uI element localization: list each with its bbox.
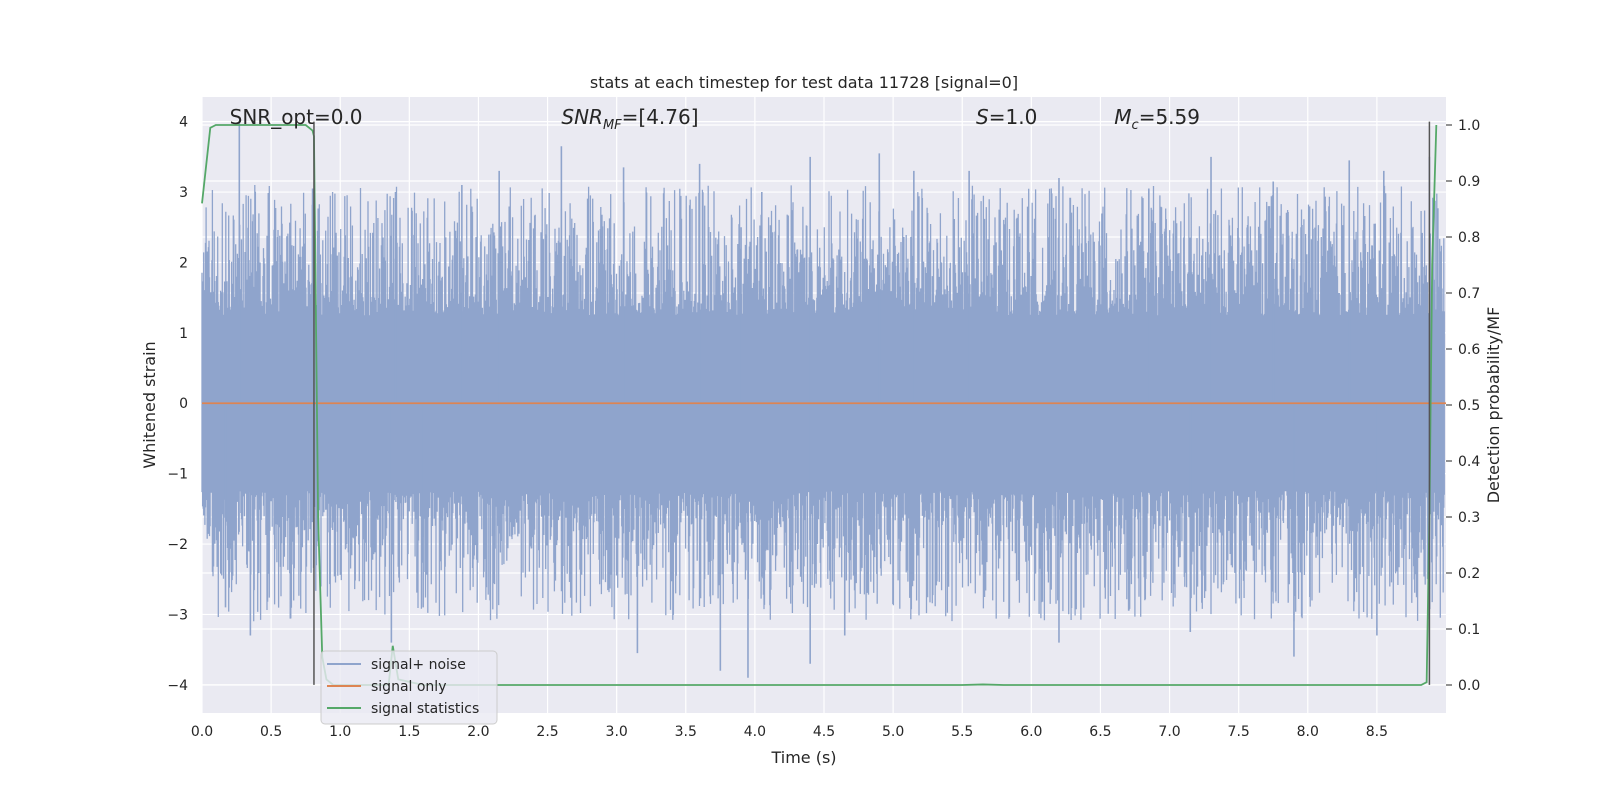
y2-tick-label: 0.3 bbox=[1458, 510, 1480, 526]
annotations: SNR_opt=0.0 SNRMF=[4.76] S=1.0 Mc=5.59 bbox=[230, 105, 1200, 133]
stat-annotation: SNR_opt=0.0 bbox=[230, 105, 363, 129]
x-tick-label: 6.0 bbox=[1020, 724, 1042, 740]
y-axis-label: Whitened strain bbox=[140, 341, 159, 468]
y2-tick-label: 0.0 bbox=[1458, 678, 1480, 694]
y2-tick-label: 0.7 bbox=[1458, 286, 1480, 302]
x-tick-label: 0.5 bbox=[260, 724, 282, 740]
x-tick-label: 2.5 bbox=[536, 724, 558, 740]
legend-label-signal-statistics: signal statistics bbox=[371, 701, 479, 717]
x-tick-label: 6.5 bbox=[1089, 724, 1111, 740]
y-tick-label: 0 bbox=[179, 396, 188, 412]
x-tick-label: 7.5 bbox=[1228, 724, 1250, 740]
y2-axis-ticks: 0.0 0.1 0.2 0.3 0.4 0.5 0.6 0.7 0.8 0.9 1.0 bbox=[1446, 118, 1480, 694]
noise-lower-band bbox=[201, 403, 1445, 622]
y2-tick-label: 0.5 bbox=[1458, 398, 1480, 414]
y-tick-label: −2 bbox=[167, 537, 188, 553]
y2-tick-label: 0.1 bbox=[1458, 622, 1480, 638]
y-axis-ticks: −4 −3 −2 −1 0 1 2 3 4 bbox=[167, 115, 188, 694]
chart-title: stats at each timestep for test data 117… bbox=[590, 73, 1018, 92]
x-tick-label: 1.0 bbox=[329, 724, 351, 740]
y-tick-label: −3 bbox=[167, 607, 188, 623]
x-tick-label: 7.0 bbox=[1158, 724, 1180, 740]
x-tick-label: 4.5 bbox=[813, 724, 835, 740]
vertical-markers bbox=[313, 121, 1431, 685]
x-tick-label: 3.0 bbox=[606, 724, 628, 740]
y2-tick-label: 0.4 bbox=[1458, 454, 1480, 470]
x-axis-label: Time (s) bbox=[770, 748, 836, 767]
x-tick-label: 5.0 bbox=[882, 724, 904, 740]
x-tick-label: 2.0 bbox=[467, 724, 489, 740]
legend-label-signal-plus-noise: signal+ noise bbox=[371, 657, 466, 673]
y-tick-label: −1 bbox=[167, 467, 188, 483]
x-tick-label: 3.5 bbox=[675, 724, 697, 740]
x-tick-label: 1.5 bbox=[398, 724, 420, 740]
x-tick-label: 0.0 bbox=[191, 724, 213, 740]
y2-tick-label: 1.0 bbox=[1458, 118, 1480, 134]
y-tick-label: 1 bbox=[179, 326, 188, 342]
x-tick-label: 4.0 bbox=[744, 724, 766, 740]
y-tick-label: −4 bbox=[167, 678, 188, 694]
stat-annotation: Mc=5.59 bbox=[1114, 105, 1200, 133]
y2-tick-label: 0.8 bbox=[1458, 230, 1480, 246]
stat-annotation: S=1.0 bbox=[976, 105, 1037, 129]
noise-upper-band bbox=[201, 185, 1445, 404]
y-tick-label: 2 bbox=[179, 255, 188, 271]
y2-axis-label: Detection probability/MF bbox=[1484, 307, 1503, 504]
x-tick-label: 5.5 bbox=[951, 724, 973, 740]
y-tick-label: 4 bbox=[179, 115, 188, 131]
legend-label-signal-only: signal only bbox=[371, 679, 446, 695]
x-tick-label: 8.0 bbox=[1297, 724, 1319, 740]
y2-tick-label: 0.2 bbox=[1458, 566, 1480, 582]
x-tick-label: 8.5 bbox=[1366, 724, 1388, 740]
stat-annotation: SNRMF=[4.76] bbox=[561, 105, 698, 133]
x-axis-ticks: 0.0 0.5 1.0 1.5 2.0 2.5 3.0 3.5 4.0 4.5 5.0 5.5 6.0 6… bbox=[191, 724, 1388, 740]
y-tick-label: 3 bbox=[179, 185, 188, 201]
y2-tick-label: 0.9 bbox=[1458, 174, 1480, 190]
legend: signal+ noise signal only signal statist… bbox=[320, 650, 498, 725]
y2-tick-label: 0.6 bbox=[1458, 342, 1480, 358]
legend-box bbox=[320, 650, 498, 725]
